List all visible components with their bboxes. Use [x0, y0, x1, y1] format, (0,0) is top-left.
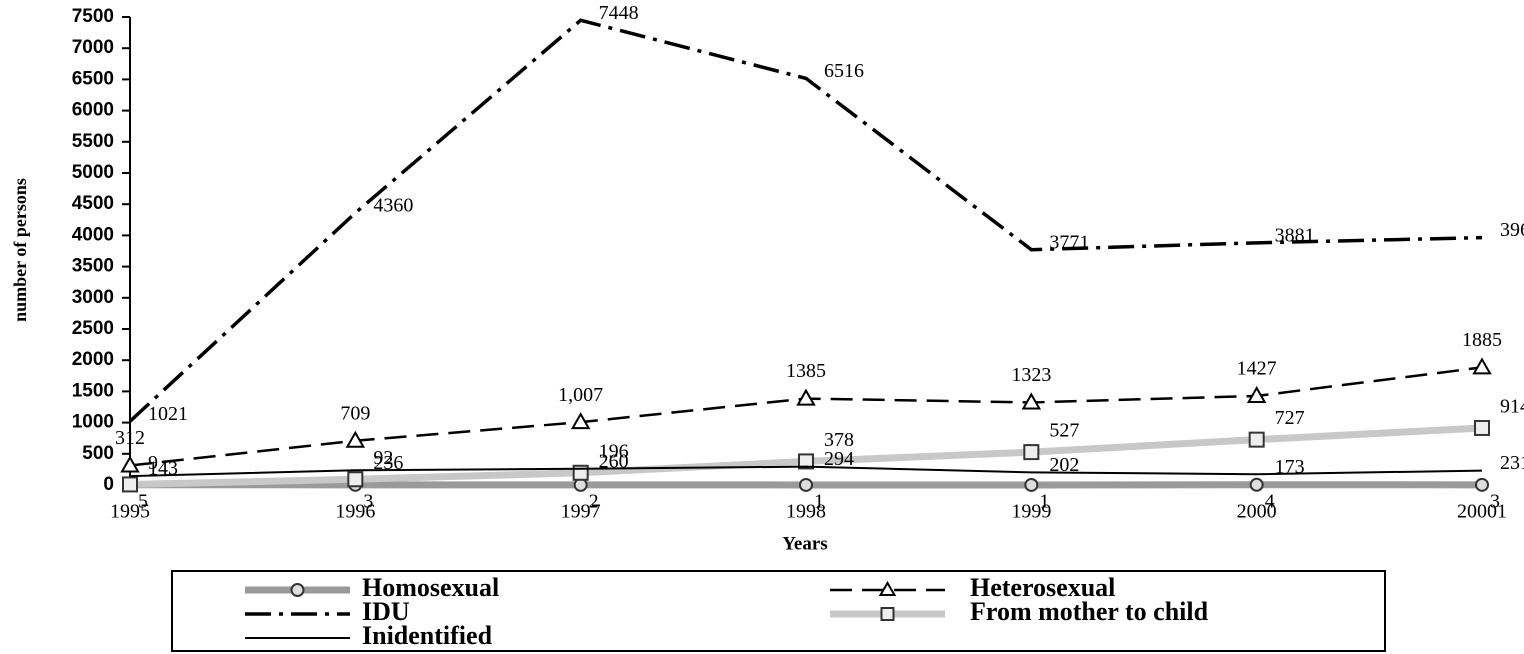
- x-tick-label: 1997: [561, 501, 601, 523]
- data-label: 914: [1500, 396, 1524, 418]
- y-tick-label: 1000: [72, 412, 114, 433]
- marker: [1474, 419, 1490, 436]
- legend-marker: [878, 581, 897, 596]
- data-label: 1: [1039, 491, 1049, 513]
- data-label: 260: [599, 450, 629, 472]
- legend-label: Inidentified: [362, 621, 493, 650]
- data-label: 3964: [1500, 219, 1524, 241]
- data-label: 5: [138, 490, 148, 512]
- series-line: [129, 465, 1483, 478]
- data-label: 527: [1049, 420, 1079, 442]
- data-label: 1427: [1237, 358, 1277, 380]
- data-label: 1: [814, 491, 824, 513]
- marker: [1475, 477, 1489, 492]
- marker: [796, 388, 816, 406]
- marker: [345, 430, 366, 448]
- y-tick-label: 3500: [72, 256, 114, 277]
- y-tick-label: 6000: [72, 100, 114, 121]
- marker: [570, 412, 591, 430]
- data-label: 378: [824, 429, 854, 451]
- data-label: 143: [148, 458, 178, 480]
- marker: [1021, 392, 1042, 410]
- data-label: 9: [148, 452, 158, 474]
- y-tick-label: 500: [82, 443, 114, 464]
- data-label: 6516: [824, 60, 864, 82]
- data-label: 202: [1049, 454, 1079, 476]
- marker: [798, 453, 814, 470]
- y-tick-label: 2000: [72, 349, 114, 370]
- x-tick-label: 2000: [1237, 501, 1277, 523]
- marker: [1024, 477, 1039, 492]
- y-tick-label: 5500: [72, 131, 114, 152]
- marker: [1023, 444, 1040, 461]
- marker: [1248, 431, 1265, 448]
- y-tick-label: 7500: [72, 6, 114, 27]
- legend-label: Homosexual: [362, 573, 499, 602]
- x-tick-label: 1996: [335, 501, 375, 523]
- data-label: 1885: [1462, 329, 1502, 351]
- legend-marker: [290, 583, 305, 597]
- legend-label: From mother to child: [970, 597, 1209, 626]
- marker: [1249, 477, 1264, 492]
- data-label: 92: [373, 447, 393, 469]
- y-tick-label: 4500: [72, 193, 114, 214]
- legend-marker: [880, 607, 895, 621]
- y-tick-label: 4000: [72, 224, 114, 245]
- data-label: 2: [589, 490, 599, 512]
- data-label: 709: [340, 402, 370, 424]
- data-label: 727: [1275, 407, 1305, 429]
- data-label: 236: [373, 452, 403, 474]
- data-label: 3771: [1049, 231, 1089, 253]
- data-label: 7448: [599, 2, 639, 24]
- y-axis-label: number of persons: [10, 178, 30, 322]
- data-label: 294: [824, 448, 854, 470]
- data-label: 4: [1265, 490, 1275, 512]
- y-tick-label: 7000: [72, 37, 114, 58]
- x-tick-label: 1995: [110, 501, 150, 523]
- marker: [799, 477, 813, 492]
- x-tick-label: 1998: [786, 501, 826, 523]
- data-label: 173: [1275, 456, 1305, 478]
- legend-box: [171, 570, 1386, 652]
- x-tick-label: 1999: [1011, 501, 1051, 523]
- data-label: 4360: [373, 195, 413, 217]
- y-tick-label: 5000: [72, 162, 114, 183]
- x-axis-label: Years: [782, 533, 827, 554]
- marker: [1246, 385, 1267, 403]
- data-label: 312: [115, 427, 145, 449]
- marker: [347, 471, 364, 488]
- data-label: 1323: [1011, 364, 1051, 386]
- data-label: 3: [1490, 490, 1500, 512]
- data-label: 231: [1500, 452, 1524, 474]
- data-label: 196: [599, 440, 629, 462]
- data-label: 1,007: [558, 384, 603, 406]
- data-label: 3: [363, 490, 373, 512]
- legend-label: IDU: [362, 597, 410, 626]
- series-line: [128, 18, 1483, 423]
- y-tick-label: 2500: [72, 318, 114, 339]
- y-tick-label: 3000: [72, 287, 114, 308]
- y-tick-label: 6500: [72, 68, 114, 89]
- y-tick-label: 1500: [72, 380, 114, 401]
- marker: [120, 455, 140, 473]
- x-tick-label: 20001: [1457, 501, 1507, 523]
- data-label: 3881: [1275, 224, 1315, 246]
- y-tick-label: 0: [103, 474, 114, 495]
- data-label: 1385: [786, 360, 826, 382]
- marker: [122, 476, 138, 493]
- data-label: 1021: [148, 403, 188, 425]
- marker: [1472, 357, 1492, 375]
- legend-label: Heterosexual: [970, 573, 1115, 602]
